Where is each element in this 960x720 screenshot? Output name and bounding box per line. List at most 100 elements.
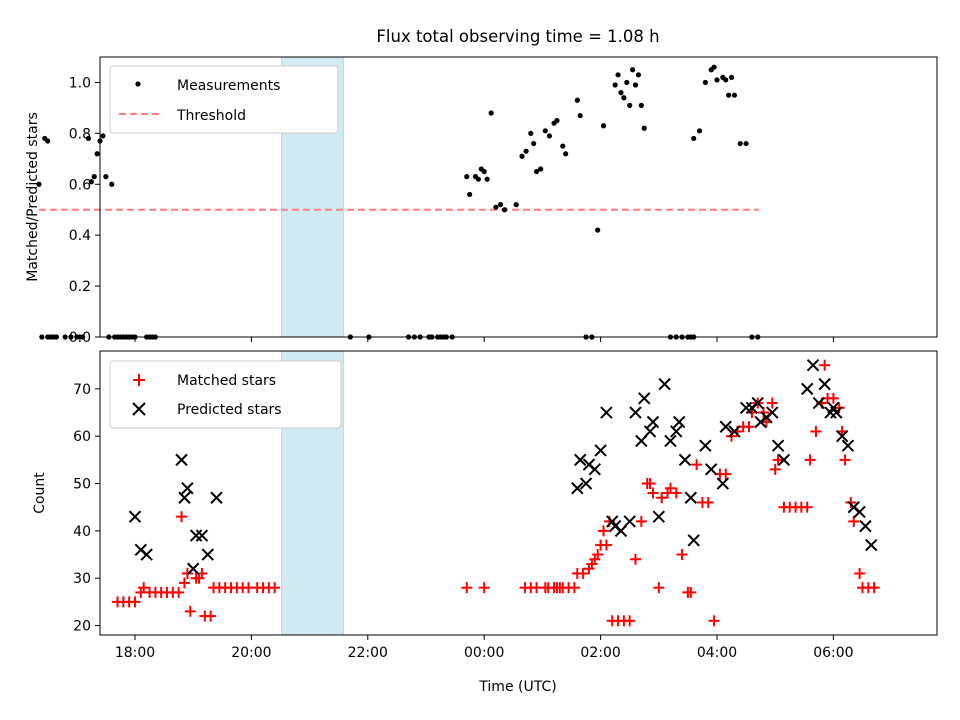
- matched-stars-legend-label: Matched stars: [177, 373, 276, 389]
- matched-stars-point: [176, 511, 188, 523]
- x-axis-label: Time (UTC): [478, 679, 556, 695]
- top-y-tick-label: 0.8: [69, 126, 91, 142]
- matched-stars-point: [801, 501, 813, 513]
- matched-stars-point: [691, 459, 703, 471]
- predicted-stars-point: [189, 529, 203, 542]
- predicted-stars-point: [128, 510, 142, 523]
- measurement-point: [702, 79, 708, 86]
- predicted-stars-point: [664, 434, 677, 448]
- matched-stars-point: [184, 605, 196, 617]
- predicted-stars-point: [678, 453, 692, 467]
- measurement-point: [501, 207, 508, 213]
- predicted-stars-point: [766, 406, 779, 419]
- predicted-stars-point: [201, 548, 214, 561]
- predicted-stars-point: [646, 415, 660, 429]
- predicted-stars-point: [830, 406, 843, 419]
- measurement-point: [743, 140, 749, 147]
- predicted-stars-point: [178, 491, 191, 504]
- predicted-stars-point: [588, 463, 601, 476]
- x-tick-label: 22:00: [348, 645, 388, 661]
- predicted-stars-point: [801, 382, 814, 396]
- x-tick-label: 18:00: [115, 645, 155, 661]
- measurement-point: [531, 140, 537, 147]
- matched-stars-point: [854, 567, 866, 579]
- matched-stars-point: [848, 515, 860, 527]
- matched-stars-point: [670, 487, 682, 499]
- predicted-stars-point: [687, 534, 700, 547]
- measurement-point: [714, 77, 720, 83]
- threshold-legend-label: Threshold: [176, 108, 246, 124]
- measurement-point: [464, 174, 470, 180]
- measurement-point: [88, 179, 94, 185]
- predicted-stars-point: [853, 505, 866, 519]
- matched-stars-point: [598, 525, 610, 537]
- predicted-stars-legend-marker: [132, 402, 146, 416]
- matched-stars-point: [702, 496, 714, 508]
- measurement-point: [595, 227, 601, 233]
- predicted-stars-point: [704, 463, 718, 476]
- measurement-point: [560, 143, 566, 149]
- matched-stars-point: [600, 539, 612, 551]
- matched-stars-point: [656, 492, 668, 504]
- top-y-tick-label: 0.2: [69, 279, 91, 295]
- matched-stars-point: [726, 430, 738, 442]
- measurement-point: [577, 112, 583, 119]
- matched-stars-point: [269, 582, 281, 594]
- predicted-stars-point: [716, 477, 730, 490]
- matched-stars-point: [653, 582, 665, 594]
- matched-stars-point: [461, 582, 473, 594]
- measurement-point: [641, 125, 647, 131]
- matched-stars-point: [772, 454, 784, 466]
- bottom-y-tick-label: 60: [73, 429, 91, 445]
- measurement-point: [53, 334, 60, 340]
- matched-stars-point: [630, 553, 642, 565]
- measurement-point: [627, 102, 633, 108]
- matched-stars-point: [644, 478, 656, 490]
- measurement-point: [475, 176, 481, 182]
- chart-title: Flux total observing time = 1.08 h: [376, 27, 659, 46]
- matched-stars-point: [758, 407, 770, 419]
- predicted-stars-point: [670, 425, 683, 438]
- measurement-point: [523, 148, 529, 154]
- matched-stars-point: [624, 615, 636, 627]
- predicted-stars-point: [579, 477, 593, 490]
- predicted-stars-point: [739, 401, 753, 415]
- matched-stars-point: [769, 463, 781, 475]
- predicted-stars-point: [672, 415, 686, 429]
- matched-stars-point: [685, 586, 697, 598]
- predicted-stars-point: [574, 453, 587, 467]
- matched-stars-point: [839, 454, 851, 466]
- predicted-stars-point: [806, 358, 820, 372]
- measurement-point: [600, 123, 607, 129]
- predicted-stars-point: [859, 519, 872, 533]
- measurement-point: [711, 64, 717, 70]
- predicted-stars-point: [629, 406, 642, 419]
- measurement-point: [731, 92, 738, 98]
- bottom-y-tick-label: 70: [73, 382, 91, 398]
- measurement-point: [635, 72, 642, 78]
- matched-stars-point: [766, 397, 778, 409]
- matched-stars-point: [178, 577, 190, 589]
- measurement-point: [624, 79, 630, 86]
- measurement-point: [497, 202, 504, 208]
- predicted-stars-point: [186, 562, 200, 575]
- measurement-point: [691, 135, 697, 142]
- measurement-point: [638, 102, 644, 108]
- measurement-point: [109, 181, 115, 187]
- bottom-legend-box: [109, 360, 342, 429]
- predicted-stars-point: [865, 538, 878, 552]
- predicted-stars-point: [728, 425, 741, 438]
- measurement-point: [45, 138, 51, 144]
- top-plot-frame: [99, 56, 938, 338]
- predicted-stars-point: [777, 453, 791, 467]
- bottom-y-tick-label: 20: [73, 619, 91, 635]
- x-tick-label: 02:00: [580, 645, 620, 661]
- measurement-point: [728, 74, 735, 80]
- measurement-point: [538, 166, 544, 172]
- matched-stars-point: [804, 454, 816, 466]
- top-y-tick-label: 1.0: [69, 75, 91, 91]
- predicted-stars-point: [835, 429, 849, 443]
- measurement-point: [91, 174, 97, 180]
- bottom-panel: 20 30 40 50 60 70 18:00 20:00 22:00 00:00 02:00 04:…: [32, 350, 938, 695]
- matched-stars-point: [138, 582, 150, 594]
